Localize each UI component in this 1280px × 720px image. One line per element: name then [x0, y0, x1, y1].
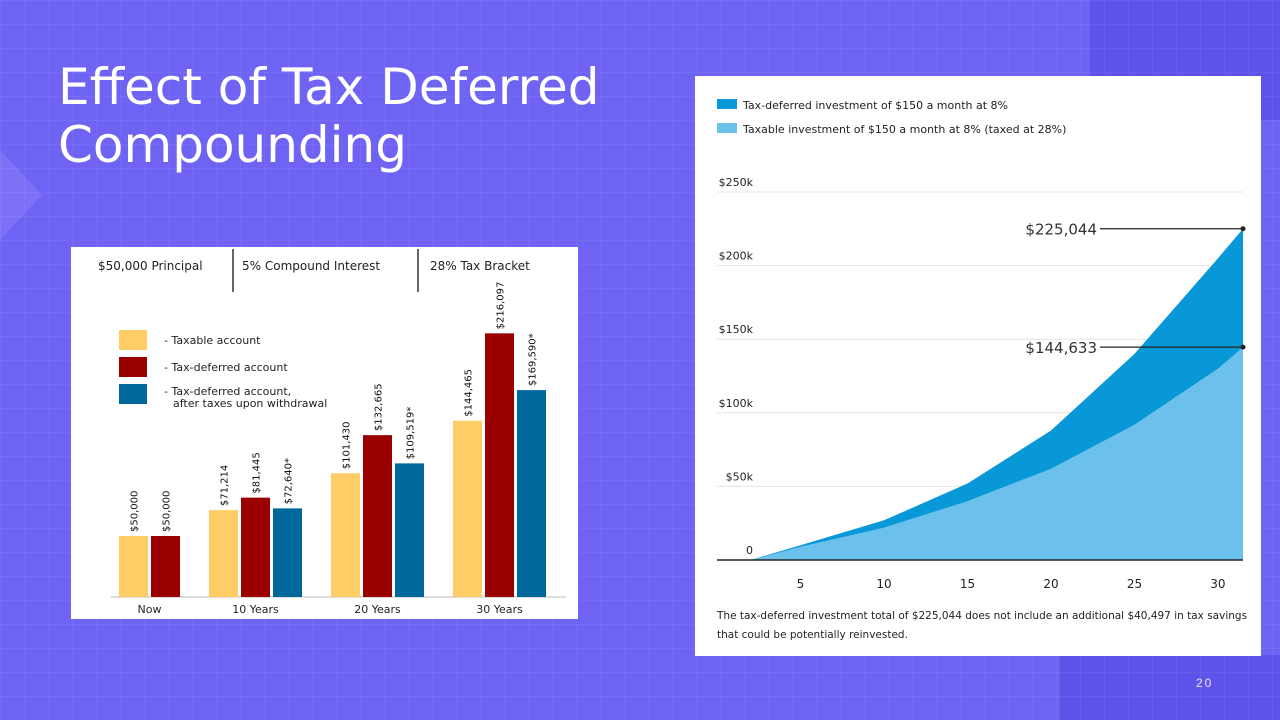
legend-swatch-taxable	[717, 123, 737, 133]
category-label: 30 Years	[476, 603, 523, 616]
x-tick-label: 20	[1043, 577, 1058, 591]
category-label: 20 Years	[354, 603, 401, 616]
footnote-line-1: The tax-deferred investment total of $22…	[716, 610, 1247, 622]
bar-taxable	[119, 536, 148, 597]
bar-after-tax	[273, 508, 302, 597]
bar-chart-marks: $50,000 $50,000 Now $71,214 $81,445 $72,640* 1…	[111, 282, 566, 616]
footnote-line-2: that could be potentially reinvested.	[717, 629, 908, 641]
area-chart-legend: Tax-deferred investment of $150 a month …	[717, 99, 1066, 136]
area-chart-marks	[717, 228, 1243, 560]
bar-taxable	[453, 420, 482, 597]
bar-value-label: $71,214	[220, 465, 231, 506]
bar-tax-deferred	[151, 536, 180, 597]
y-tick-label: $200k	[719, 250, 754, 263]
x-tick-label: 25	[1127, 577, 1142, 591]
x-tick-label: 5	[797, 577, 805, 591]
legend-swatch-tax-deferred	[119, 357, 147, 377]
header-principal: $50,000 Principal	[98, 259, 203, 273]
background-shape-bottom-right	[1060, 655, 1280, 720]
x-tick-label: 30	[1210, 577, 1225, 591]
area-chart-panel: Tax-deferred investment of $150 a month …	[695, 76, 1261, 656]
bar-value-label: $132,665	[374, 383, 385, 431]
bar-taxable	[331, 473, 360, 597]
legend-label-after-tax-line2: after taxes upon withdrawal	[173, 397, 327, 410]
legend-label-taxable: - Taxable account	[164, 334, 261, 347]
bar-chart: $50,000 Principal 5% Compound Interest 2…	[98, 249, 566, 616]
bar-value-label: $216,097	[496, 282, 507, 330]
background-shape-left-triangle	[0, 150, 42, 240]
legend-label-after-tax: - Tax-deferred account,	[164, 385, 291, 398]
y-tick-label: $150k	[719, 323, 754, 336]
bar-value-label: $72,640*	[284, 458, 295, 504]
bar-after-tax	[395, 463, 424, 597]
area-chart-axes: 0 $50k $100k $150k $200k $250k 5 10 15 20 25 30 $225…	[717, 176, 1246, 591]
legend-label-tax-deferred: Tax-deferred investment of $150 a month …	[742, 99, 1008, 112]
category-label: 10 Years	[232, 603, 279, 616]
bar-value-label: $50,000	[162, 491, 173, 532]
legend-swatch-tax-deferred	[717, 99, 737, 109]
bar-tax-deferred	[485, 333, 514, 597]
bar-value-label: $109,519*	[406, 407, 417, 460]
annotation-label: $144,633	[1025, 339, 1097, 357]
x-tick-label: 10	[876, 577, 891, 591]
legend-swatch-taxable	[119, 330, 147, 350]
bar-chart-header: $50,000 Principal 5% Compound Interest 2…	[98, 249, 530, 292]
legend-label-tax-deferred: - Tax-deferred account	[164, 361, 288, 374]
area-chart: Tax-deferred investment of $150 a month …	[716, 99, 1247, 641]
bar-value-label: $81,445	[252, 452, 263, 493]
y-tick-label: 0	[746, 544, 753, 557]
slide-title-line-1: Effect of Tax Deferred	[58, 58, 600, 116]
slide-title: Effect of Tax Deferred Compounding	[58, 58, 678, 174]
area-taxable	[717, 347, 1243, 560]
bar-value-label: $50,000	[130, 491, 141, 532]
legend-swatch-after-tax	[119, 384, 147, 404]
legend-label-taxable: Taxable investment of $150 a month at 8%…	[742, 123, 1066, 136]
bar-chart-legend: - Taxable account - Tax-deferred account…	[119, 330, 327, 410]
bar-tax-deferred	[241, 497, 270, 597]
y-tick-label: $250k	[719, 176, 754, 189]
annotation-point	[1240, 344, 1246, 350]
header-interest: 5% Compound Interest	[242, 259, 380, 273]
bar-after-tax	[517, 390, 546, 597]
bar-value-label: $169,590*	[528, 333, 539, 386]
category-label: Now	[138, 603, 162, 616]
bar-taxable	[209, 510, 238, 597]
x-tick-label: 15	[960, 577, 975, 591]
y-tick-label: $100k	[719, 397, 754, 410]
slide-title-line-2: Compounding	[58, 116, 407, 174]
bar-value-label: $144,465	[464, 369, 475, 417]
page-number: 20	[1196, 676, 1214, 690]
bar-tax-deferred	[363, 435, 392, 597]
y-tick-label: $50k	[726, 470, 754, 483]
header-tax-bracket: 28% Tax Bracket	[430, 259, 530, 273]
annotation-label: $225,044	[1025, 221, 1097, 239]
area-chart-footnote: The tax-deferred investment total of $22…	[716, 610, 1247, 641]
annotation-point	[1240, 226, 1246, 232]
bar-value-label: $101,430	[342, 422, 353, 470]
bar-chart-panel: $50,000 Principal 5% Compound Interest 2…	[71, 247, 578, 619]
